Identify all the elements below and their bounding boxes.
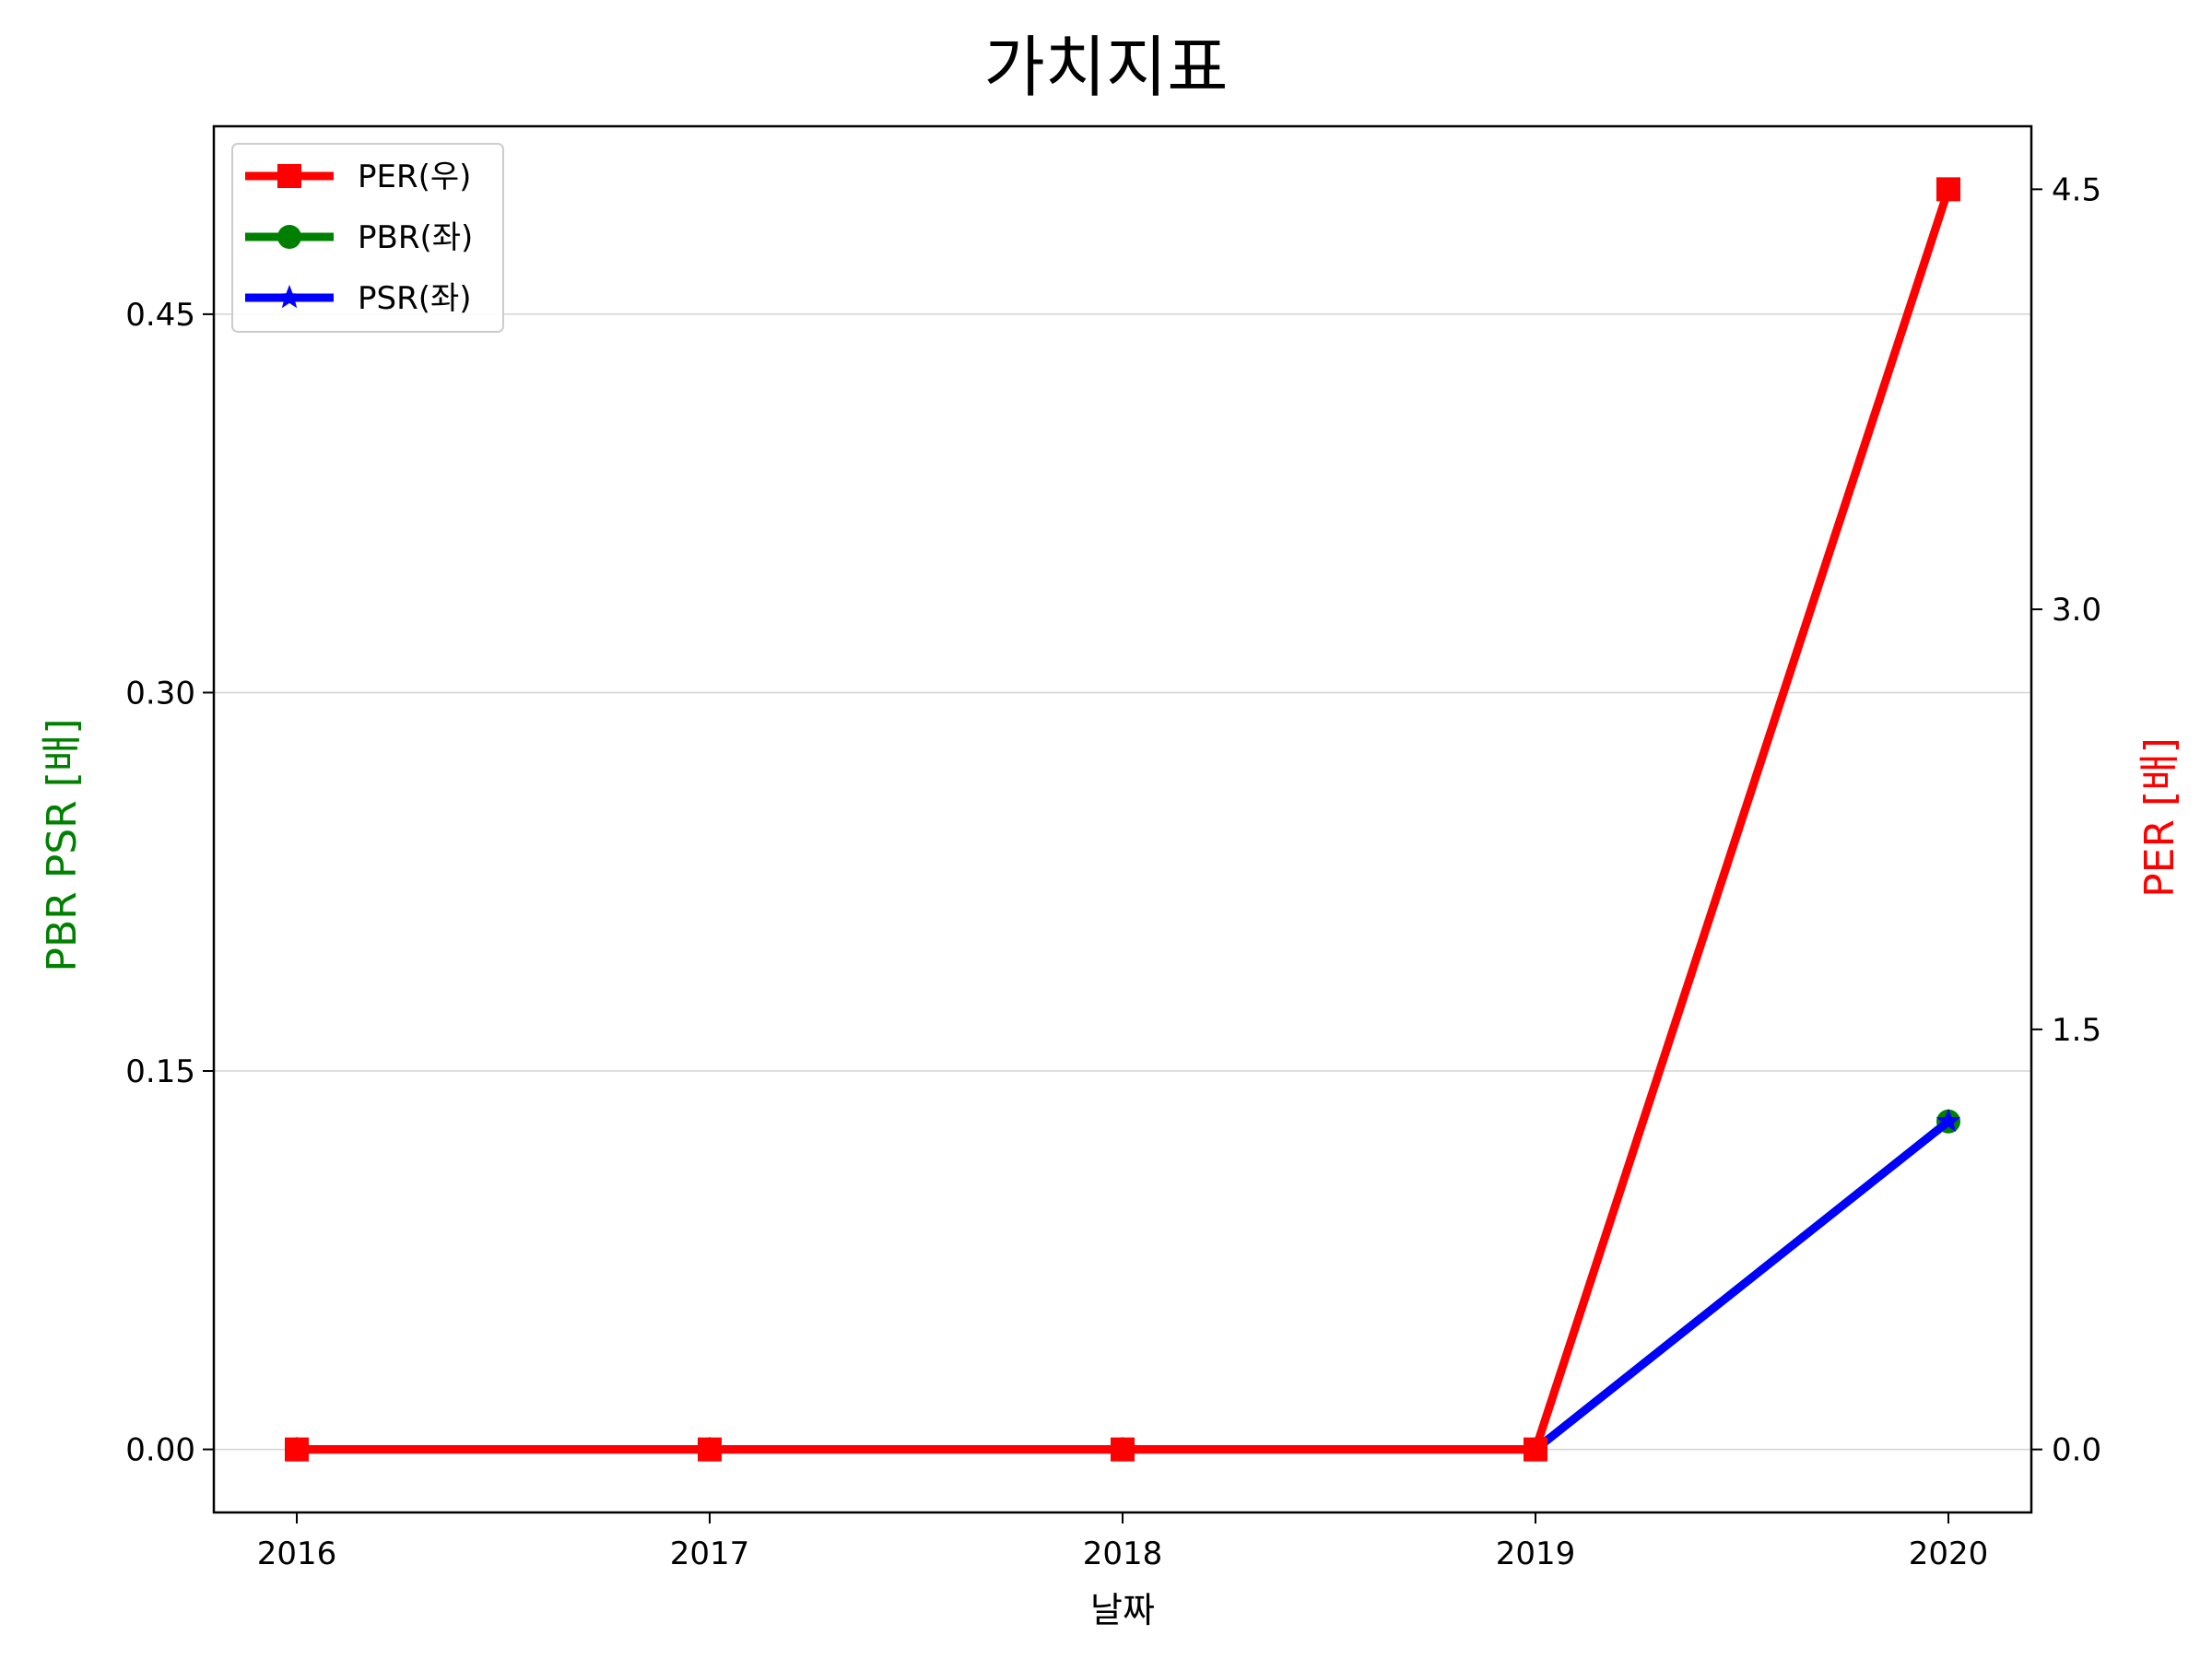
legend-item: PSR(좌) (245, 280, 472, 317)
legend-label: PBR(좌) (358, 219, 473, 256)
legend-marker (276, 285, 302, 309)
y-axis-label-left: PBR PSR [배] (39, 718, 86, 971)
plot-frame (212, 124, 2033, 1514)
legend: PER(우) PBR(좌) PSR(좌) (231, 143, 504, 333)
x-axis-label: 날짜 (1090, 1590, 1155, 1630)
legend-marker (277, 164, 301, 188)
y-axis-label-right: PER [배] (2136, 737, 2183, 898)
series-PER(우) (285, 177, 1960, 1462)
legend-item: PER(우) (245, 159, 471, 195)
y-right-tick-label: 4.5 (2052, 171, 2101, 208)
data-point (285, 1437, 309, 1462)
y-right-tick-label: 0.0 (2052, 1432, 2101, 1469)
y-right-tick-label: 1.5 (2052, 1012, 2101, 1049)
data-point (1524, 1437, 1547, 1462)
data-point (1111, 1437, 1135, 1462)
legend-marker (277, 225, 301, 249)
data-point (1936, 177, 1960, 202)
data-point (1936, 1108, 1961, 1133)
legend-label: PER(우) (358, 159, 471, 195)
axis-ticks: 0.00 0.15 0.30 0.45 0.0 1.5 3.0 4.5 2016 2017 2018… (125, 171, 2101, 1572)
data-point (698, 1437, 722, 1462)
series-layer (284, 177, 1961, 1462)
y-left-tick-label: 0.00 (125, 1432, 195, 1469)
x-tick-label: 2020 (1909, 1535, 1989, 1572)
y-left-tick-label: 0.15 (125, 1053, 195, 1090)
legend-box (231, 143, 504, 333)
x-tick-label: 2016 (257, 1535, 337, 1572)
legend-label: PSR(좌) (358, 280, 472, 317)
x-tick-label: 2019 (1496, 1535, 1576, 1572)
x-tick-label: 2017 (670, 1535, 750, 1572)
y-right-tick-label: 3.0 (2052, 592, 2101, 629)
y-left-tick-label: 0.30 (125, 675, 195, 712)
chart-title: 가치지표 (984, 29, 1229, 106)
y-left-tick-label: 0.45 (125, 297, 195, 334)
x-tick-label: 2018 (1083, 1535, 1163, 1572)
legend-item: PBR(좌) (245, 219, 473, 256)
